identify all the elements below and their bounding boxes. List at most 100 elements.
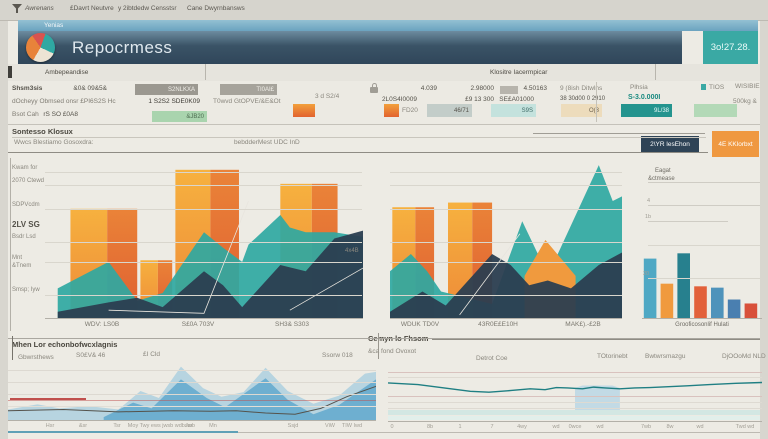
header-bar: Repocrmess [18, 31, 682, 64]
axis-label: &sr [78, 423, 88, 429]
page-title: Repocrmess [72, 38, 173, 57]
menu-item[interactable]: Cane Dwyrnbansws [187, 5, 245, 12]
axis-label: &Tnem [12, 263, 32, 269]
kpi-orange-block [384, 104, 399, 117]
gridline [648, 221, 728, 222]
kpi-caption: FD20 [402, 107, 418, 114]
composite-chart-right [390, 165, 622, 318]
kpi-value: 1 S2S2 SDE0K09 [148, 98, 200, 105]
kpi-value: 4.50163 [523, 85, 548, 92]
gridline [648, 278, 760, 279]
header-tab[interactable]: Yenias [44, 22, 64, 29]
kpi-progress-bar: &JB20 [152, 111, 207, 122]
bottom-left-label: £I Cld [143, 351, 160, 358]
tab-active[interactable]: Ambepeandise [45, 69, 89, 76]
kpi-label: 9 (8ish Ditwlns [560, 85, 603, 92]
header-strip: Yenias [18, 20, 758, 31]
axis-label: wd [552, 424, 560, 430]
kpi-value: rS SO £0A8 [43, 111, 78, 118]
axis-label: 1 [458, 424, 462, 430]
axis-label: Ssjd [287, 423, 299, 429]
kpi-progress-bar: TI0AI£ [220, 84, 277, 95]
kpi-group-label: Plhsia [630, 84, 648, 91]
gridline [8, 152, 708, 153]
gridline [390, 185, 622, 186]
chart-annotation: 4x4B [345, 248, 359, 254]
divider [655, 64, 656, 80]
divider [205, 64, 206, 80]
axis-label: 2LV SG [12, 220, 40, 229]
kpi-label: dOcheyy Obmsed onsr £PI6S2S Hc [12, 98, 116, 105]
axis-label: Moy Twy ews jwsb wdbsm [127, 423, 193, 429]
tab-secondary[interactable]: Klositre Iacermpicar [490, 69, 548, 76]
gridline [648, 245, 760, 246]
bottom-right-label: TOtorinebt [597, 353, 628, 360]
kpi-value: £9 13 300 [465, 96, 494, 103]
axis-label: Jwb [185, 423, 195, 429]
footer-accent-line [8, 431, 238, 433]
bottom-left-label: Gbwrsthews [18, 354, 54, 361]
axis-label: Twd wd [735, 424, 755, 430]
kpi-value: 38 30d00 0 2910 [560, 96, 606, 102]
footer-line [238, 432, 760, 433]
orange-action-button[interactable]: 4E KKlorbxt [712, 131, 759, 157]
gridline [390, 172, 622, 173]
mini-bar-chart [643, 253, 758, 318]
kpi-orange-block [293, 104, 315, 117]
axis-label: 8b [426, 424, 434, 430]
section-subtitle: Wwcs Blestiamo Gosoxdra: [14, 139, 94, 146]
axis-label: Smsp; Iyw [12, 287, 40, 293]
gridline [45, 209, 362, 210]
kpi-progress-bar: S9S [491, 104, 536, 117]
gridline [8, 370, 376, 371]
axis-label: Tsr [113, 423, 121, 429]
gridline [45, 172, 362, 173]
axis-label: SDPVcdm [12, 202, 40, 208]
axis-label: ViW [325, 423, 335, 429]
kpi-progress-bar: 46/71 [427, 104, 472, 117]
axis-label: 7 [490, 424, 494, 430]
dark-action-button[interactable]: 2\YR lesEhon [641, 136, 699, 153]
panel-title: Eagat [655, 168, 671, 174]
kpi-accent-value: S-3.0.000I [628, 94, 661, 101]
kpi-value: SE£A01000 [499, 96, 534, 103]
axis-label: 4wy [517, 424, 527, 430]
filter-icon[interactable] [12, 4, 23, 15]
divider [10, 158, 11, 331]
gridline [388, 372, 762, 373]
panel-subtitle: &ctmease [648, 176, 675, 182]
axis-label: Mn [209, 423, 217, 429]
kpi-label: 500kg & [733, 98, 757, 105]
kpi-label: T0wvd GtOPVE/&E&Ot [213, 98, 281, 105]
red-threshold-line [10, 398, 86, 400]
gridline [388, 377, 762, 378]
gridline [8, 394, 376, 395]
divider [12, 336, 13, 360]
gridline [45, 185, 362, 186]
kpi-chip [500, 86, 518, 94]
gridline [45, 262, 362, 263]
axis-label: Hsr [45, 423, 55, 429]
section-center-label: bebdderMest UDC InD [234, 139, 300, 146]
axis-label: TIW Iwd [341, 423, 363, 429]
kpi-value: 3 d S2/4 [315, 93, 340, 100]
gridline [648, 205, 760, 206]
bottom-right-line-chart [388, 372, 762, 414]
axis-label: 43R0E£E10H [478, 321, 518, 328]
header-value-badge: 3o!27.28. [703, 31, 758, 64]
axis-label: Mnt [12, 255, 23, 261]
axis-label: wd [696, 424, 704, 430]
tab-bar: Ambepeandise Klositre Iacermpicar [8, 64, 760, 82]
bottom-right-label: DjOOoMd NLD [722, 353, 766, 360]
gridline [648, 182, 760, 183]
divider [596, 82, 597, 122]
section-title: Sontesso Klosux [12, 127, 73, 136]
menu-item[interactable]: y 2ibtdedw Censstsr [118, 5, 177, 12]
gridline [432, 339, 760, 340]
lock-icon [370, 83, 378, 93]
menu-item[interactable]: £Davrt Neutvre [70, 5, 114, 12]
gridline [642, 318, 762, 319]
menu-item[interactable]: Awrenans [25, 5, 54, 12]
bottom-left-label: S0£V& 46 [76, 352, 106, 359]
kpi-value: 4.039 [420, 85, 437, 92]
